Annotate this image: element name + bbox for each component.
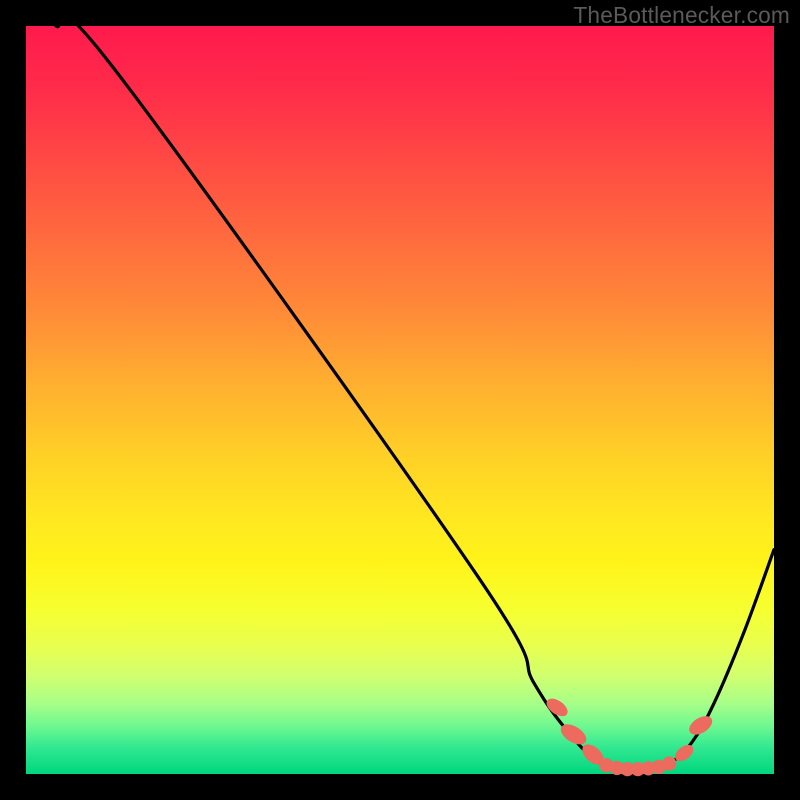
chart-stage: TheBottlenecker.com bbox=[0, 0, 800, 800]
watermark-text: TheBottlenecker.com bbox=[573, 2, 790, 29]
chart-svg bbox=[0, 0, 800, 800]
curve-marker-dot bbox=[662, 756, 676, 770]
plot-area bbox=[26, 26, 774, 774]
